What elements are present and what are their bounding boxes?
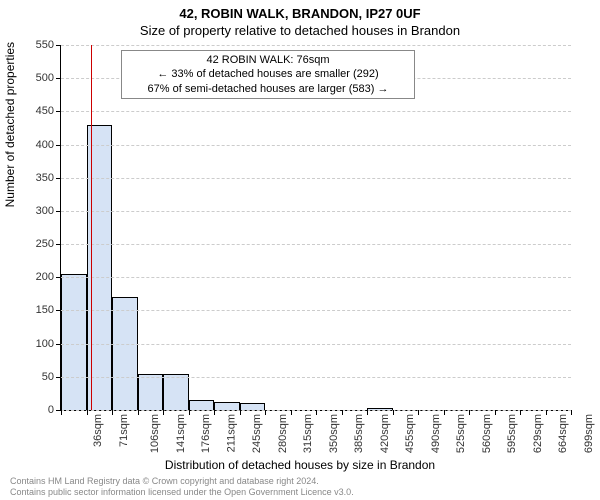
histogram-bar xyxy=(138,374,164,411)
x-tick-mark xyxy=(240,410,241,415)
y-tick-mark xyxy=(56,45,61,46)
y-tick-label: 150 xyxy=(24,304,54,316)
x-tick-label: 664sqm xyxy=(557,414,569,453)
chart-title-sub: Size of property relative to detached ho… xyxy=(0,23,600,38)
y-tick-label: 300 xyxy=(24,205,54,217)
y-tick-label: 50 xyxy=(24,371,54,383)
y-tick-mark xyxy=(56,178,61,179)
gridline xyxy=(61,310,571,311)
gridline xyxy=(61,344,571,345)
x-tick-label: 560sqm xyxy=(481,414,493,453)
x-tick-mark xyxy=(367,410,368,415)
y-tick-mark xyxy=(56,244,61,245)
annotation-line3: 67% of semi-detached houses are larger (… xyxy=(128,82,408,96)
x-tick-mark xyxy=(138,410,139,415)
y-tick-mark xyxy=(56,78,61,79)
y-tick-mark xyxy=(56,310,61,311)
x-tick-label: 315sqm xyxy=(302,414,314,453)
x-tick-label: 525sqm xyxy=(455,414,467,453)
x-tick-label: 350sqm xyxy=(328,414,340,453)
x-tick-label: 71sqm xyxy=(118,414,130,447)
chart-container: 42, ROBIN WALK, BRANDON, IP27 0UF Size o… xyxy=(0,0,600,500)
histogram-bars xyxy=(61,45,571,410)
x-axis-label: Distribution of detached houses by size … xyxy=(0,458,600,472)
x-tick-label: 176sqm xyxy=(200,414,212,453)
x-tick-label: 141sqm xyxy=(175,414,187,453)
y-tick-label: 450 xyxy=(24,105,54,117)
gridline xyxy=(61,377,571,378)
x-tick-mark xyxy=(112,410,113,415)
x-tick-label: 280sqm xyxy=(277,414,289,453)
histogram-bar xyxy=(214,402,240,410)
histogram-bar xyxy=(112,297,138,410)
x-tick-mark xyxy=(546,410,547,415)
y-tick-label: 0 xyxy=(24,404,54,416)
x-tick-mark xyxy=(495,410,496,415)
annotation-line1: 42 ROBIN WALK: 76sqm xyxy=(128,53,408,67)
x-tick-mark xyxy=(189,410,190,415)
gridline xyxy=(61,45,571,46)
x-tick-mark xyxy=(393,410,394,415)
y-tick-label: 400 xyxy=(24,139,54,151)
y-tick-label: 500 xyxy=(24,72,54,84)
gridline xyxy=(61,277,571,278)
x-tick-label: 699sqm xyxy=(583,414,595,453)
x-tick-label: 106sqm xyxy=(149,414,161,453)
x-tick-mark xyxy=(444,410,445,415)
x-tick-mark xyxy=(61,410,62,415)
y-tick-label: 250 xyxy=(24,238,54,250)
x-tick-label: 245sqm xyxy=(251,414,263,453)
y-tick-mark xyxy=(56,277,61,278)
footer-line1: Contains HM Land Registry data © Crown c… xyxy=(10,476,354,487)
y-tick-mark xyxy=(56,344,61,345)
y-tick-mark xyxy=(56,211,61,212)
x-tick-label: 455sqm xyxy=(404,414,416,453)
x-tick-mark xyxy=(342,410,343,415)
x-tick-label: 595sqm xyxy=(506,414,518,453)
x-tick-mark xyxy=(316,410,317,415)
x-tick-mark xyxy=(418,410,419,415)
x-tick-label: 629sqm xyxy=(532,414,544,453)
plot-area: 36sqm71sqm106sqm141sqm176sqm211sqm245sqm… xyxy=(60,45,571,411)
footer-text: Contains HM Land Registry data © Crown c… xyxy=(10,476,354,498)
x-tick-mark xyxy=(469,410,470,415)
histogram-bar xyxy=(240,403,266,410)
y-tick-label: 550 xyxy=(24,39,54,51)
x-tick-mark xyxy=(163,410,164,415)
gridline xyxy=(61,244,571,245)
histogram-bar xyxy=(163,374,189,411)
gridline xyxy=(61,145,571,146)
y-tick-mark xyxy=(56,377,61,378)
reference-line-marker xyxy=(91,45,92,410)
x-tick-mark xyxy=(291,410,292,415)
x-tick-mark xyxy=(214,410,215,415)
x-tick-mark xyxy=(87,410,88,415)
chart-title-main: 42, ROBIN WALK, BRANDON, IP27 0UF xyxy=(0,0,600,21)
gridline xyxy=(61,211,571,212)
x-tick-label: 490sqm xyxy=(430,414,442,453)
histogram-bar xyxy=(61,274,87,410)
annotation-box: 42 ROBIN WALK: 76sqm ← 33% of detached h… xyxy=(121,50,415,99)
gridline xyxy=(61,111,571,112)
x-tick-mark xyxy=(520,410,521,415)
y-tick-mark xyxy=(56,145,61,146)
annotation-line2: ← 33% of detached houses are smaller (29… xyxy=(128,67,408,81)
x-tick-mark xyxy=(571,410,572,415)
gridline xyxy=(61,178,571,179)
x-tick-label: 420sqm xyxy=(379,414,391,453)
y-tick-label: 200 xyxy=(24,271,54,283)
y-tick-label: 100 xyxy=(24,338,54,350)
y-tick-mark xyxy=(56,111,61,112)
x-tick-label: 36sqm xyxy=(92,414,104,447)
footer-line2: Contains public sector information licen… xyxy=(10,487,354,498)
y-tick-label: 350 xyxy=(24,172,54,184)
x-tick-label: 211sqm xyxy=(225,414,237,452)
y-axis-label: Number of detached properties xyxy=(3,42,17,207)
x-tick-label: 385sqm xyxy=(353,414,365,453)
histogram-bar xyxy=(189,400,215,410)
x-tick-mark xyxy=(265,410,266,415)
